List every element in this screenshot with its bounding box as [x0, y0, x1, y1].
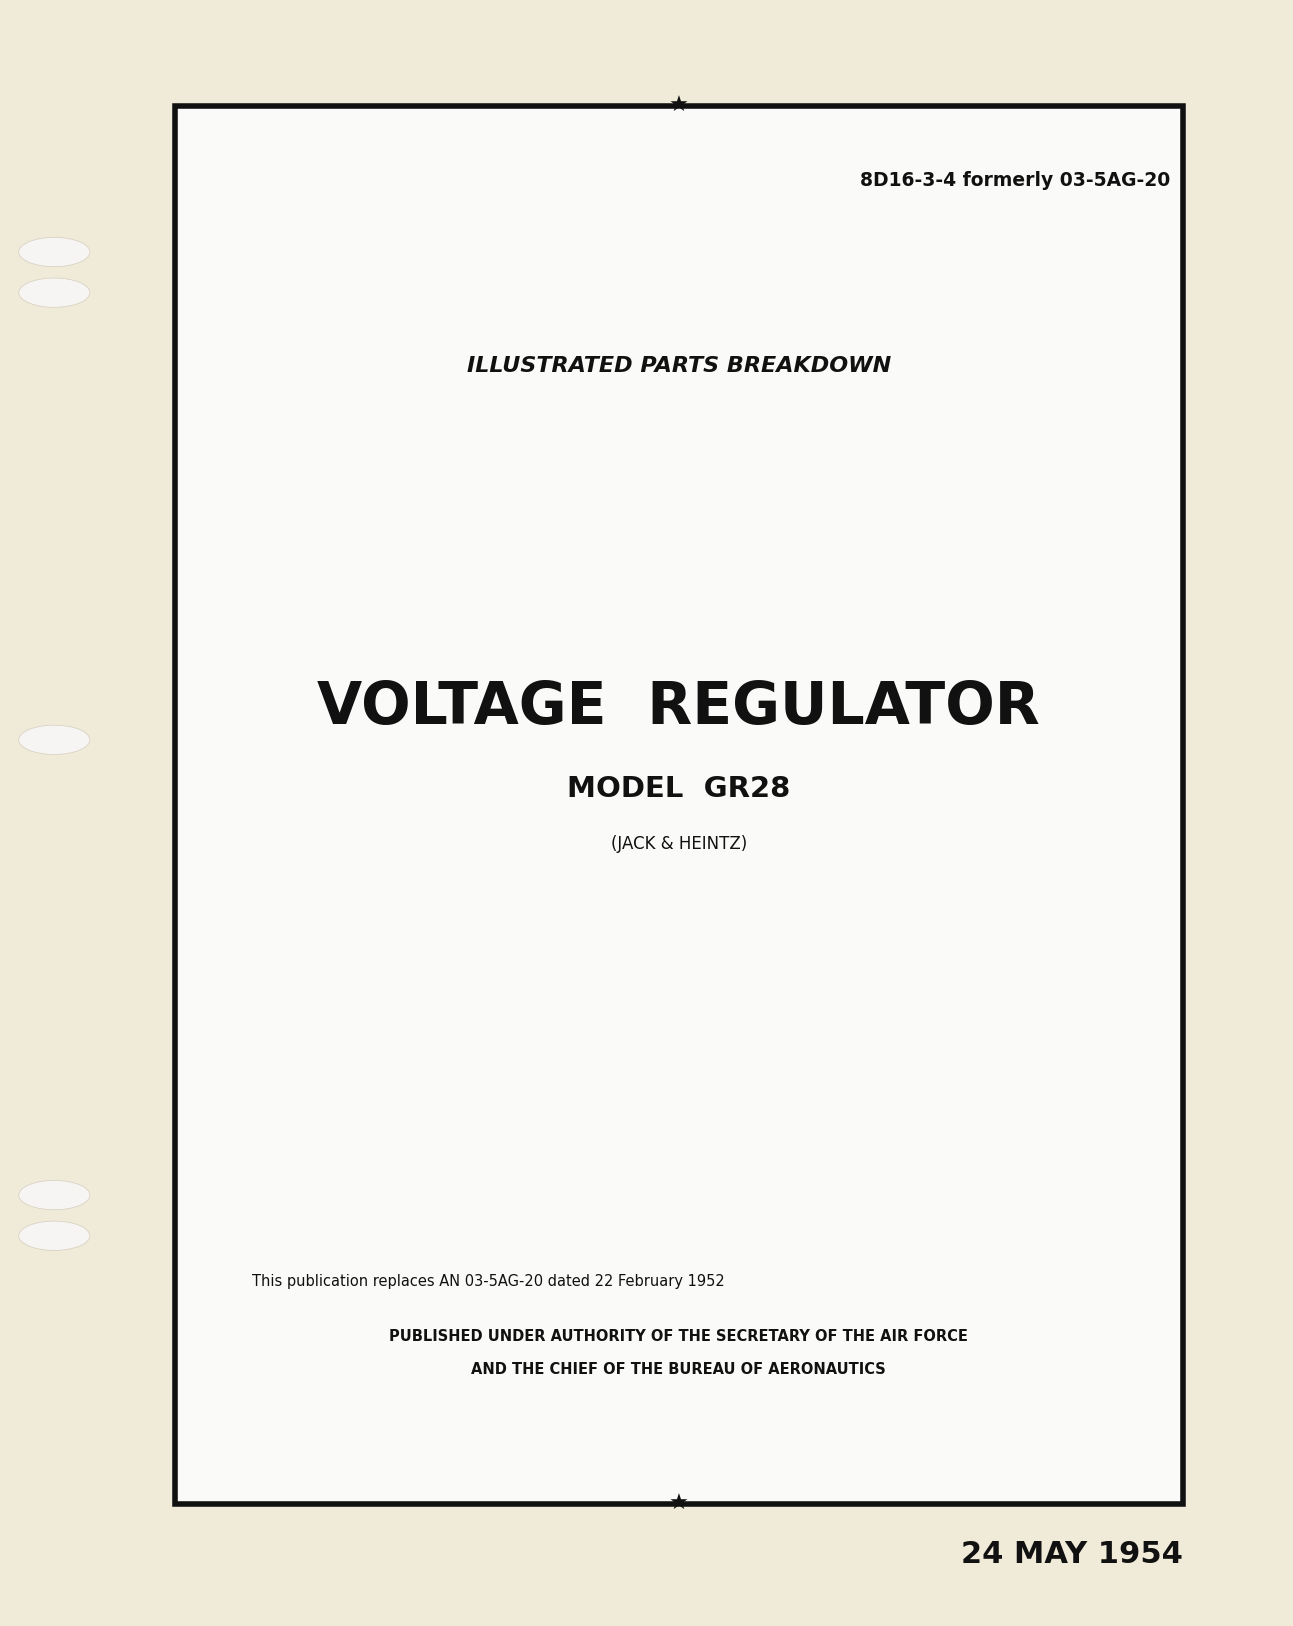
Text: ILLUSTRATED PARTS BREAKDOWN: ILLUSTRATED PARTS BREAKDOWN	[467, 356, 891, 376]
Text: This publication replaces AN 03-5AG-20 dated 22 February 1952: This publication replaces AN 03-5AG-20 d…	[252, 1273, 725, 1289]
Text: 24 MAY 1954: 24 MAY 1954	[961, 1540, 1183, 1569]
Text: (JACK & HEINTZ): (JACK & HEINTZ)	[610, 834, 747, 854]
Text: VOLTAGE  REGULATOR: VOLTAGE REGULATOR	[318, 678, 1040, 737]
Ellipse shape	[19, 1221, 91, 1250]
Text: MODEL  GR28: MODEL GR28	[568, 774, 790, 803]
Bar	[175, 106, 1183, 1504]
Text: ★: ★	[668, 1494, 689, 1514]
Text: PUBLISHED UNDER AUTHORITY OF THE SECRETARY OF THE AIR FORCE: PUBLISHED UNDER AUTHORITY OF THE SECRETA…	[389, 1328, 968, 1345]
Ellipse shape	[19, 1180, 91, 1210]
Text: AND THE CHIEF OF THE BUREAU OF AERONAUTICS: AND THE CHIEF OF THE BUREAU OF AERONAUTI…	[472, 1361, 886, 1377]
Text: ★: ★	[668, 96, 689, 115]
Ellipse shape	[19, 725, 91, 754]
Ellipse shape	[19, 237, 91, 267]
Text: 8D16-3-4 formerly 03-5AG-20: 8D16-3-4 formerly 03-5AG-20	[860, 171, 1170, 190]
Ellipse shape	[19, 278, 91, 307]
